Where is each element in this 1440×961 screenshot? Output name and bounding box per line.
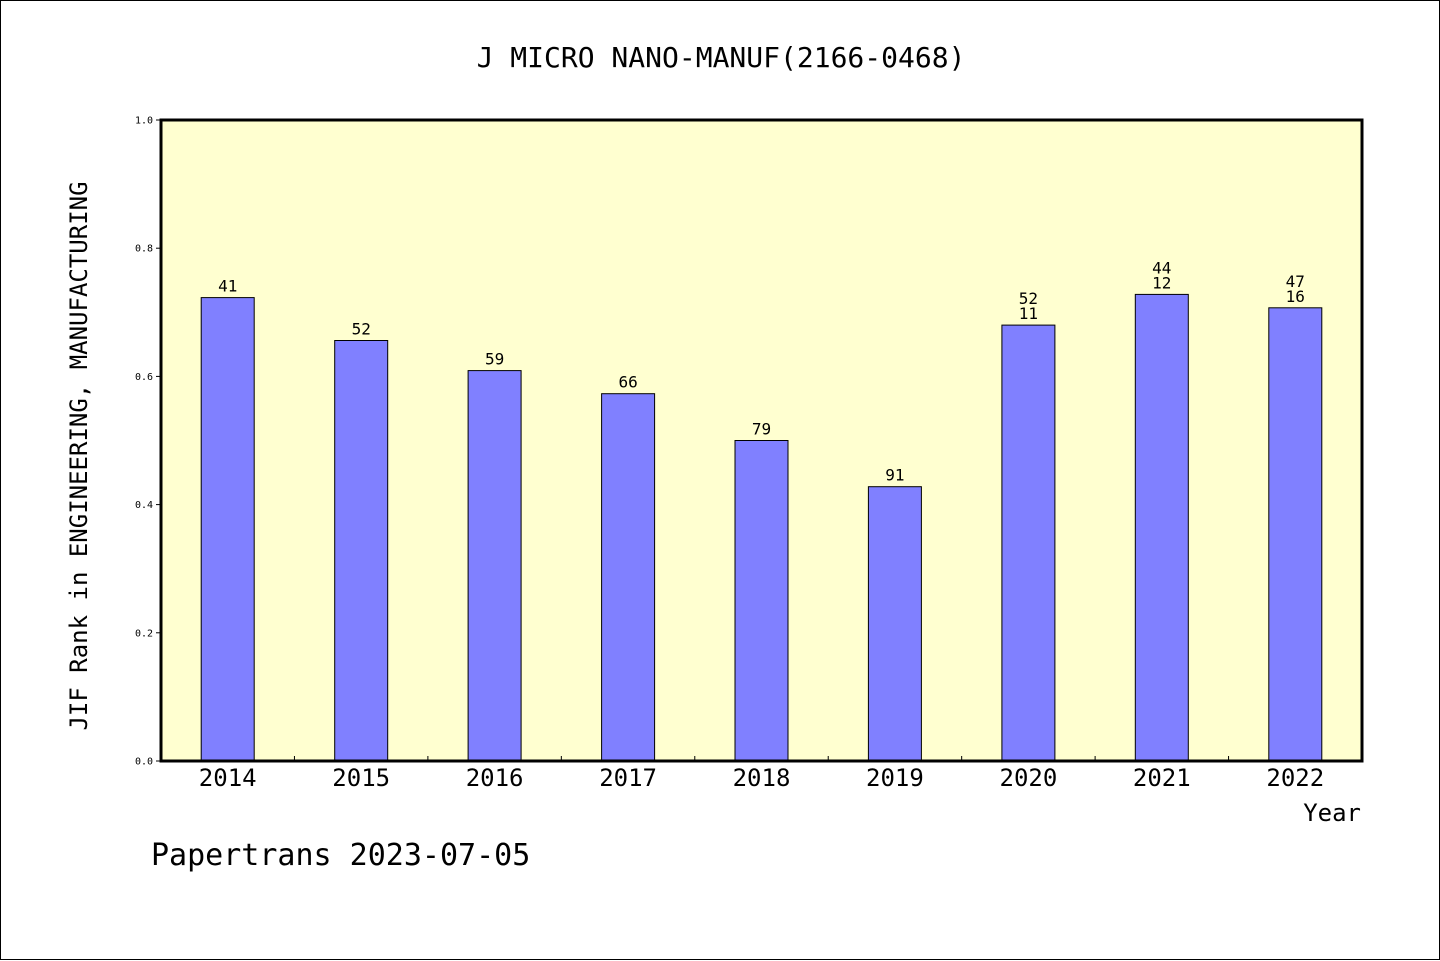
data-label-2021-2: 12 xyxy=(1152,273,1171,292)
y-tick-label-0.8: 0.8 xyxy=(135,244,153,255)
data-label-2015-1: 52 xyxy=(352,320,371,339)
data-label-2014-1: 41 xyxy=(218,277,237,296)
y-axis-title: JIF Rank in ENGINEERING, MANUFACTURING xyxy=(65,181,93,730)
bar-2021 xyxy=(1134,293,1189,762)
bar-2022 xyxy=(1268,307,1323,762)
x-tick-label-2015: 2015 xyxy=(332,764,390,792)
footer-text: Papertrans 2023-07-05 xyxy=(151,838,530,873)
bar-2018 xyxy=(734,440,789,762)
x-tick-label-2014: 2014 xyxy=(199,764,257,792)
chart-title: J MICRO NANO-MANUF(2166-0468) xyxy=(477,41,966,74)
data-label-2022-2: 16 xyxy=(1286,287,1305,306)
x-tick-label-2016: 2016 xyxy=(466,764,524,792)
x-axis-title: Year xyxy=(1303,799,1361,827)
data-label-2017-1: 66 xyxy=(618,373,637,392)
x-tick-label-2021: 2021 xyxy=(1133,764,1191,792)
data-label-2021-1: 44 xyxy=(1152,258,1171,277)
data-label-2016-1: 59 xyxy=(485,350,504,369)
axes-group: 2014 2015 2016 2017 2018 2019 2020 2021 2022 0.0 0… xyxy=(135,116,1364,792)
bar-2020 xyxy=(1001,324,1056,762)
data-label-2018-1: 79 xyxy=(752,420,771,439)
y-tick-label-0.0: 0.0 xyxy=(135,757,153,768)
plot-border xyxy=(159,118,1364,763)
y-tick-label-1.0: 1.0 xyxy=(135,116,153,127)
y-tick-label-0.2: 0.2 xyxy=(135,628,153,639)
bar-2017 xyxy=(601,393,656,762)
bar-2016 xyxy=(467,370,522,762)
x-tick-label-2018: 2018 xyxy=(733,764,791,792)
bar-2014 xyxy=(200,297,255,762)
bar-2015 xyxy=(334,340,389,762)
x-tick-label-2019: 2019 xyxy=(866,764,924,792)
data-label-2022-1: 47 xyxy=(1286,272,1305,291)
bar-2019 xyxy=(867,486,922,762)
x-tick-label-2017: 2017 xyxy=(599,764,657,792)
x-tick-label-2022: 2022 xyxy=(1266,764,1324,792)
data-label-2020-1: 52 xyxy=(1019,289,1038,308)
y-tick-label-0.6: 0.6 xyxy=(135,372,153,383)
data-label-2020-2: 11 xyxy=(1019,304,1038,323)
data-label-2019-1: 91 xyxy=(885,466,904,485)
x-tick-label-2020: 2020 xyxy=(1000,764,1058,792)
y-tick-label-0.4: 0.4 xyxy=(135,500,153,511)
